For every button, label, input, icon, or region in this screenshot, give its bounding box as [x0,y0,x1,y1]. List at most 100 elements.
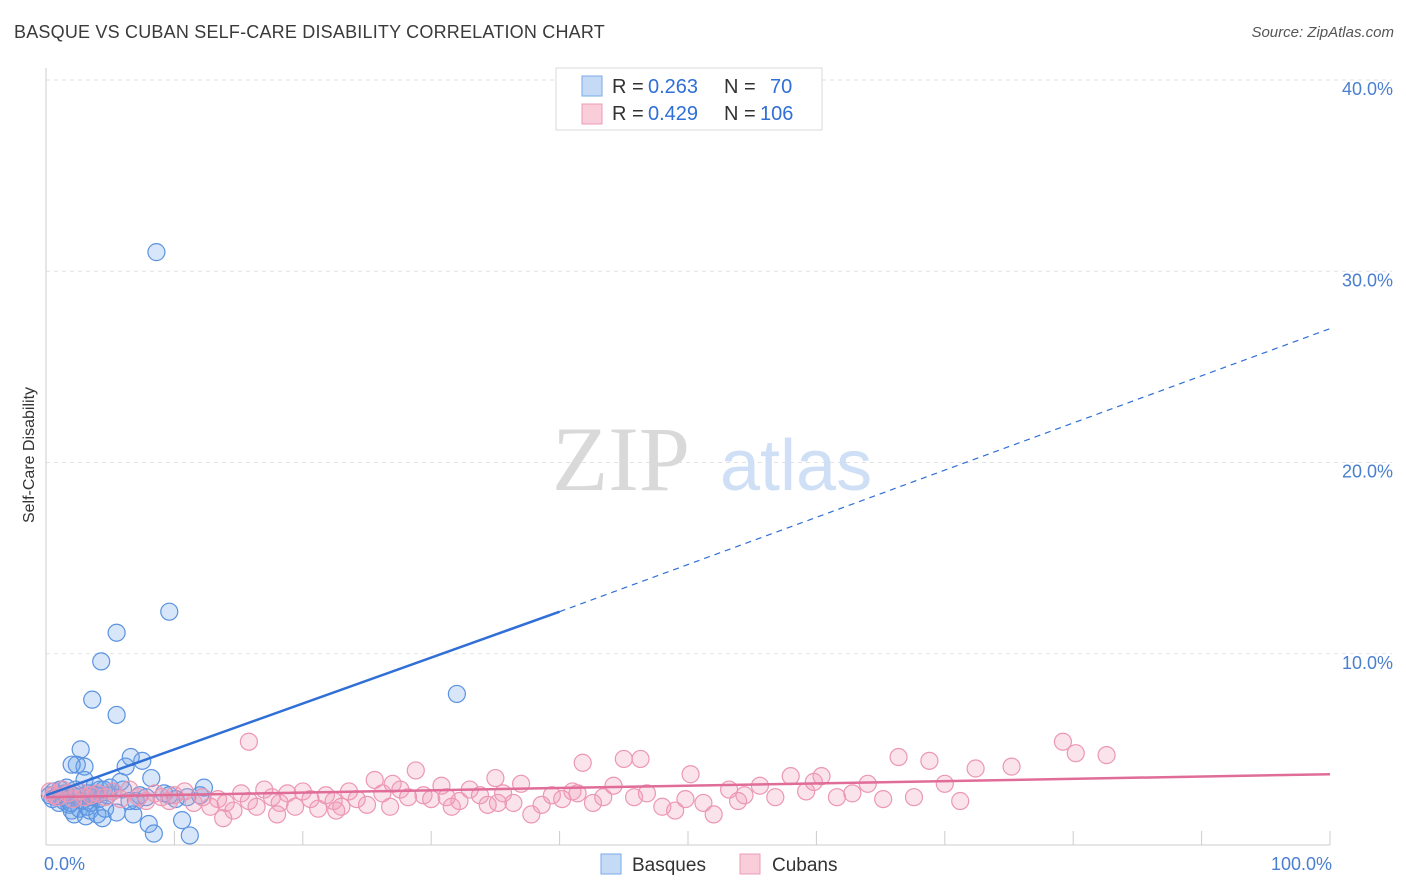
cubans-point [239,732,258,751]
watermark-zip: ZIP [552,408,690,510]
cubans-point [357,795,377,814]
cubans-point [193,788,212,807]
cubans-point [1002,757,1021,776]
legend-r-basques: 0.263 [648,76,698,98]
cubans-point [843,784,862,803]
basques-point [83,690,102,709]
cubans-point [1066,744,1085,763]
basques-point [180,826,199,845]
cubans-point [224,801,243,820]
legend-n-label-cubans: N = [724,103,756,125]
watermark-atlas: atlas [720,426,872,506]
legend-swatch-cubans [581,103,603,125]
cubans-point [704,805,723,824]
cubans-point [637,784,657,803]
chart-source: Source: ZipAtlas.com [1251,24,1394,41]
cubans-point [676,789,695,809]
bottom-swatch-cubans [739,853,761,875]
cubans-point [666,801,685,820]
x-tick-label: 0.0% [44,854,85,874]
cubans-point [365,770,384,790]
basques-point [124,805,143,824]
cubans-point [486,768,505,788]
basques-point [71,740,90,759]
cubans-point [301,789,320,809]
basques-point [139,814,158,834]
cubans-point [381,797,400,816]
data-points [40,243,1116,845]
cubans-point [437,788,456,807]
cubans-point [568,784,587,803]
cubans-point [247,797,266,816]
basques-point [160,602,179,621]
cubans-point [766,788,785,807]
cubans-point [285,797,305,816]
cubans-point [935,774,954,793]
y-tick-label: 10.0% [1342,653,1393,673]
legend-n-cubans: 106 [760,103,793,125]
legend-n-label-basques: N = [724,76,756,98]
cubans-point [201,797,220,816]
basques-point [447,684,466,704]
bottom-legend-basques: Basques [632,855,706,876]
cubans-point [874,789,893,809]
y-tick-label: 40.0% [1342,79,1393,99]
cubans-point [804,772,823,791]
cubans-point [542,786,561,805]
basques-point [62,755,81,774]
cubans-point [966,759,985,778]
cubans-point [488,793,508,813]
axes [45,68,1331,846]
cubans-point [470,786,490,805]
cubans-point [920,751,939,770]
basques-point [173,811,192,830]
basques-point [107,623,126,642]
basques-point [147,243,166,262]
cubans-point [398,788,418,807]
bottom-legend: Basques Cubans [600,853,838,876]
cubans-point [951,791,970,811]
basques-point [107,705,126,725]
cubans-point [214,809,233,828]
cubans-point [904,788,924,807]
basques-trend-extension [559,328,1331,613]
cubans-point [504,793,523,813]
y-tick-label: 30.0% [1342,270,1393,290]
bottom-swatch-basques [600,853,622,875]
cubans-point [406,761,425,780]
bottom-legend-cubans: Cubans [772,855,838,876]
cubans-point [270,793,289,813]
basques-point [142,768,161,788]
x-tick-label: 100.0% [1271,854,1332,874]
cubans-point [1097,746,1116,765]
cubans-point [614,749,633,769]
cubans-point [573,753,592,772]
cubans-point [827,788,847,807]
cubans-point [309,799,328,818]
y-tick-label: 20.0% [1342,462,1393,482]
cubans-point [889,747,908,767]
top-legend: R = 0.263 N = 70 R = 0.429 N = 106 [555,67,823,131]
legend-r-label-basques: R = [612,76,644,98]
basques-point [92,652,111,671]
basques-point [144,824,163,843]
cubans-point [1053,732,1073,751]
y-axis-title: Self-Care Disability [21,387,38,523]
legend-n-basques: 70 [770,76,792,98]
watermark: ZIP atlas [552,408,872,510]
x-tick-labels: 0.0% 100.0% [44,854,1332,874]
cubans-point [268,805,287,824]
trend-lines [45,328,1331,799]
basques-trend-line [45,610,561,797]
grid-lines [46,79,1392,655]
chart-title: BASQUE VS CUBAN SELF-CARE DISABILITY COR… [14,22,605,42]
cubans-point [583,793,603,813]
cubans-point [681,765,700,784]
cubans-point [160,791,179,811]
cubans-point [728,791,748,811]
cubans-point [327,801,346,820]
legend-r-label-cubans: R = [612,103,644,125]
cubans-trend-line [45,772,1331,799]
legend-r-cubans: 0.429 [648,103,698,125]
